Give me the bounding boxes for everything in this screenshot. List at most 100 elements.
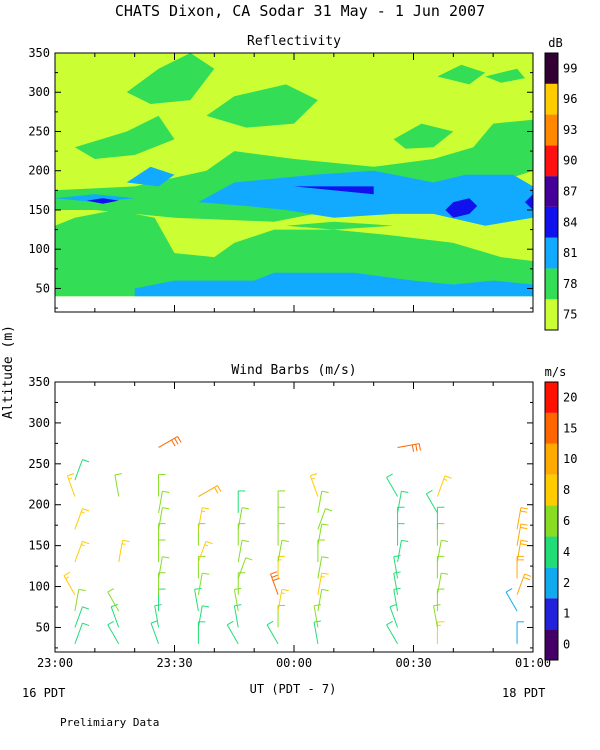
wind-barb-feather — [174, 437, 179, 445]
wind-barb-staff — [233, 605, 239, 628]
wind-barb — [317, 508, 333, 530]
wind-barb — [397, 539, 409, 563]
wind-barb-staff — [516, 540, 522, 563]
wind-barb — [436, 475, 452, 497]
colorbar-label: 15 — [563, 421, 577, 435]
wind-barb-feather — [78, 588, 86, 592]
wind-barb-feather — [194, 587, 202, 590]
colorbar-label: 8 — [563, 483, 570, 497]
wind-barb — [74, 540, 90, 563]
wind-barb — [277, 506, 286, 530]
wind-barb-feather — [234, 604, 242, 607]
wind-barb — [197, 523, 206, 546]
reflectivity-region — [525, 194, 533, 210]
wind-barb-feather — [162, 556, 170, 559]
reflectivity-region — [286, 221, 394, 230]
wind-barb — [317, 490, 329, 513]
x-tick-label: 01:00 — [515, 656, 551, 670]
reflectivity-region — [393, 123, 454, 149]
colorbar-label: 4 — [563, 545, 570, 559]
wind-barb-feather — [82, 622, 90, 627]
wind-barb — [197, 621, 206, 644]
wind-barb-feather — [389, 603, 397, 608]
y-tick-label: 200 — [28, 498, 50, 512]
wind-barb — [74, 459, 90, 481]
wind-barb-staff — [114, 474, 120, 497]
plot-frame — [54, 381, 534, 653]
wind-barb-staff — [317, 589, 323, 612]
wind-barb — [277, 604, 286, 628]
wind-barb-feather — [204, 544, 209, 547]
wind-barb-staff — [317, 556, 323, 579]
reflectivity-region — [126, 53, 215, 104]
wind-barb-feather — [202, 572, 210, 575]
colorbar-label: 1 — [563, 607, 570, 621]
wind-barb-feather — [520, 526, 528, 530]
wind-barb-feather — [82, 540, 90, 545]
wind-barb — [436, 588, 445, 612]
wind-barb-staff — [266, 624, 279, 645]
wind-barb — [436, 621, 445, 644]
wind-barb-feather — [213, 487, 219, 494]
wind-barb-feather — [82, 459, 90, 463]
y-tick-label: 50 — [36, 620, 50, 634]
wind-barb — [158, 490, 170, 513]
wind-barb-staff — [158, 491, 163, 513]
colorbar-unit: dB — [548, 36, 562, 50]
colorbar-label: 20 — [563, 390, 577, 404]
wind-barb-feather — [217, 485, 222, 492]
wind-barb-staff — [74, 508, 83, 530]
wind-barb — [237, 572, 246, 595]
wind-barb — [158, 436, 182, 448]
wind-barb-staff — [74, 622, 83, 644]
wind-barb-feather — [201, 510, 206, 513]
wind-barb — [516, 539, 528, 563]
wind-barb-feather — [418, 443, 421, 451]
wind-barb — [118, 539, 130, 563]
wind-barb-feather — [523, 576, 531, 581]
wind-barb — [313, 620, 322, 644]
wind-barb-feather — [245, 557, 253, 561]
wind-barb-staff — [74, 459, 83, 481]
wind-barb — [237, 539, 250, 563]
colorbar-label: 81 — [563, 246, 577, 260]
wind-barb — [397, 506, 405, 530]
plot-area — [63, 436, 532, 645]
wind-barb-feather — [401, 539, 409, 543]
wind-barb — [194, 587, 202, 612]
wind-barb-feather — [107, 588, 115, 593]
colorbar-swatch — [545, 53, 558, 84]
wind-barb-staff — [277, 540, 283, 563]
colorbar-label: 96 — [563, 92, 577, 106]
wind-barb-staff — [197, 572, 203, 595]
wind-barb-feather — [321, 523, 329, 526]
wind-barb-feather — [520, 523, 528, 526]
y-tick-label: 100 — [28, 242, 50, 256]
colorbar-swatch — [545, 505, 558, 537]
wind-barb-feather — [65, 576, 69, 580]
wind-barb-feather — [386, 620, 393, 626]
y-tick-label: 350 — [28, 375, 50, 389]
wind-barb-feather — [441, 572, 449, 575]
wind-barb — [158, 507, 170, 530]
colorbar-swatch — [545, 176, 558, 207]
wind-barb-feather — [321, 490, 329, 493]
wind-barb-feather — [82, 606, 90, 610]
wind-barb-staff — [436, 540, 442, 563]
wind-barb-feather — [505, 588, 513, 593]
wind-barb — [389, 603, 399, 628]
wind-barb — [158, 588, 166, 612]
wind-barb — [270, 571, 280, 595]
wind-barb — [197, 540, 213, 563]
wind-barb-feather — [205, 540, 213, 545]
wind-barb-staff — [505, 591, 518, 612]
wind-barb-feather — [310, 473, 318, 477]
colorbar-frame — [544, 381, 559, 661]
wind-barb — [74, 508, 90, 530]
wind-barb-staff — [386, 624, 398, 645]
wind-barb-staff — [237, 507, 243, 530]
wind-barb-staff — [516, 523, 522, 546]
wind-barb-feather — [81, 544, 85, 547]
wind-barb — [277, 555, 286, 579]
wind-barb — [158, 474, 166, 497]
